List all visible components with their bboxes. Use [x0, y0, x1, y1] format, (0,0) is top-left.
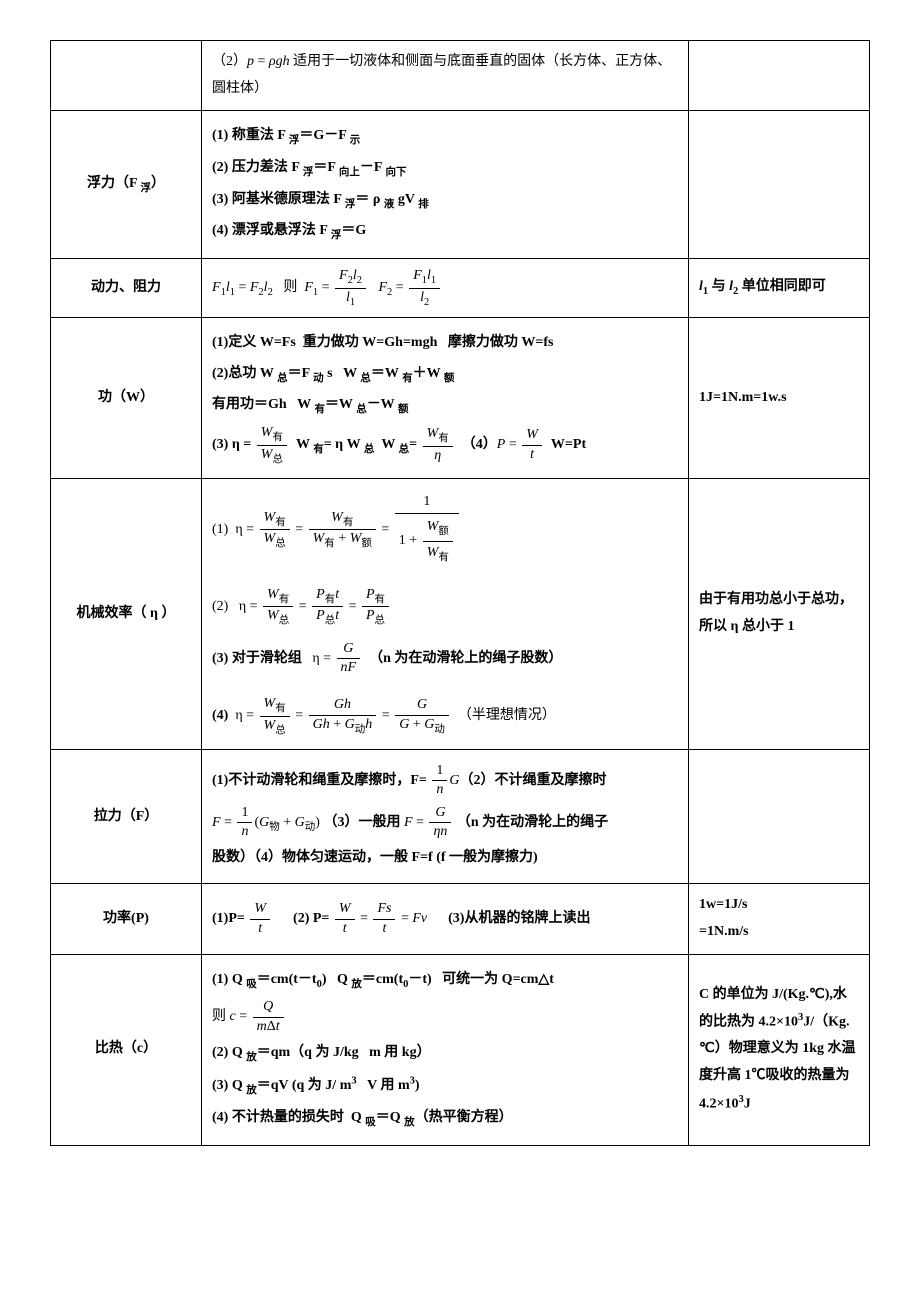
table-row: 动力、阻力F1l1 = F2l2 则 F1 = F2l2l1 F2 = F1l1… [51, 259, 870, 318]
table-row: 比热（c）(1) Q 吸＝cm(t－t0) Q 放＝cm(t0－t) 可统一为 … [51, 954, 870, 1145]
formula-cell: (1)P= Wt (2) P= Wt = Fst = Fv (3)从机器的铭牌上… [202, 884, 689, 954]
physics-formula-table: （2）p = ρgh 适用于一切液体和侧面与底面垂直的固体（长方体、正方体、圆柱… [50, 40, 870, 1146]
formula-cell: F1l1 = F2l2 则 F1 = F2l2l1 F2 = F1l1l2 [202, 259, 689, 318]
note-cell: l1 与 l2 单位相同即可 [689, 259, 870, 318]
quantity-name: 比热（c） [51, 954, 202, 1145]
note-cell [689, 111, 870, 259]
quantity-name: 动力、阻力 [51, 259, 202, 318]
formula-cell: (1) 称重法 F 浮＝G－F 示(2) 压力差法 F 浮＝F 向上－F 向下(… [202, 111, 689, 259]
note-cell [689, 750, 870, 884]
formula-cell: (1)定义 W=Fs 重力做功 W=Gh=mgh 摩擦力做功 W=fs(2)总功… [202, 318, 689, 479]
table-row: 浮力（F 浮）(1) 称重法 F 浮＝G－F 示(2) 压力差法 F 浮＝F 向… [51, 111, 870, 259]
formula-cell: (1) Q 吸＝cm(t－t0) Q 放＝cm(t0－t) 可统一为 Q=cm△… [202, 954, 689, 1145]
table-row: （2）p = ρgh 适用于一切液体和侧面与底面垂直的固体（长方体、正方体、圆柱… [51, 41, 870, 111]
note-cell: 1J=1N.m=1w.s [689, 318, 870, 479]
table-row: 拉力（F）(1)不计动滑轮和绳重及摩擦时，F= 1nG（2）不计绳重及摩擦时F … [51, 750, 870, 884]
quantity-name: 拉力（F） [51, 750, 202, 884]
quantity-name: 浮力（F 浮） [51, 111, 202, 259]
note-cell: C 的单位为 J/(Kg.℃),水的比热为 4.2×103J/（Kg.℃）物理意… [689, 954, 870, 1145]
table-row: 机械效率（ η ）(1) η = W有W总 = W有W有 + W额 = 11 +… [51, 478, 870, 749]
note-cell [689, 41, 870, 111]
formula-cell: （2）p = ρgh 适用于一切液体和侧面与底面垂直的固体（长方体、正方体、圆柱… [202, 41, 689, 111]
quantity-name [51, 41, 202, 111]
note-cell: 由于有用功总小于总功，所以 η 总小于 1 [689, 478, 870, 749]
quantity-name: 功率(P) [51, 884, 202, 954]
table-row: 功（W）(1)定义 W=Fs 重力做功 W=Gh=mgh 摩擦力做功 W=fs(… [51, 318, 870, 479]
table-row: 功率(P)(1)P= Wt (2) P= Wt = Fst = Fv (3)从机… [51, 884, 870, 954]
formula-cell: (1)不计动滑轮和绳重及摩擦时，F= 1nG（2）不计绳重及摩擦时F = 1n(… [202, 750, 689, 884]
note-cell: 1w=1J/s=1N.m/s [689, 884, 870, 954]
quantity-name: 机械效率（ η ） [51, 478, 202, 749]
quantity-name: 功（W） [51, 318, 202, 479]
formula-cell: (1) η = W有W总 = W有W有 + W额 = 11 + W额W有(2) … [202, 478, 689, 749]
